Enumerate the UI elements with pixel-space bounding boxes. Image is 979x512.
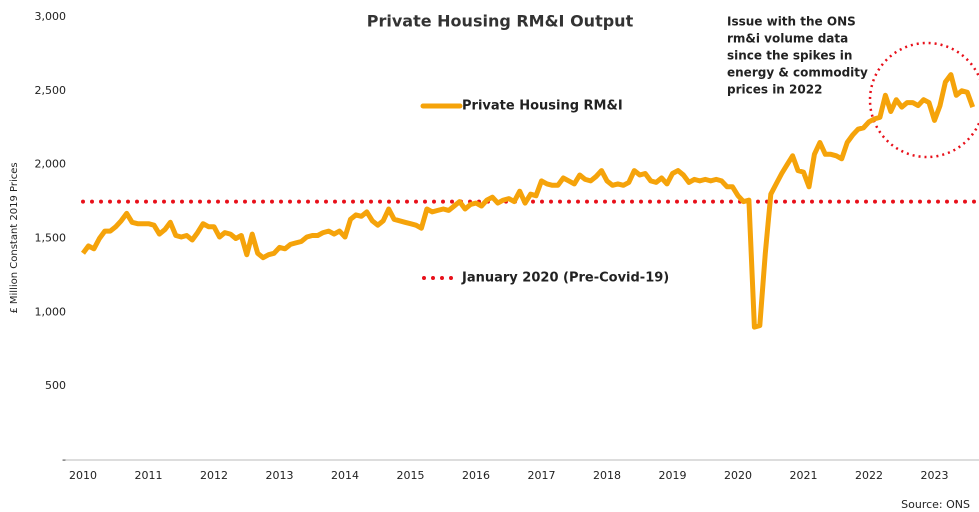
x-tick-label: 2018 <box>593 469 621 482</box>
chart-title: Private Housing RM&I Output <box>367 12 634 31</box>
annotation: prices in 2022 <box>727 83 822 97</box>
y-tick-label: 3,000 <box>35 10 67 23</box>
x-tick-label: 2021 <box>790 469 818 482</box>
y-tick-label: 2,500 <box>35 84 67 97</box>
annotation: energy & commodity <box>727 66 868 80</box>
legend-label: January 2020 (Pre-Covid-19) <box>461 271 669 286</box>
y-tick-label: 2,000 <box>35 158 67 171</box>
x-tick-label: 2011 <box>135 469 163 482</box>
x-tick-label: 2012 <box>200 469 228 482</box>
y-tick-label: 1,000 <box>35 305 67 318</box>
data-line <box>80 72 976 330</box>
x-tick-label: 2020 <box>724 469 752 482</box>
y-tick-label: 500 <box>45 379 66 392</box>
annotation: Issue with the ONS <box>727 15 856 29</box>
x-tick-label: 2023 <box>921 469 949 482</box>
annotation: rm&i volume data <box>727 32 848 46</box>
y-tick-label: 1,500 <box>35 232 67 245</box>
x-tick-label: 2017 <box>528 469 556 482</box>
legend-label: Private Housing RM&I <box>462 99 623 114</box>
y-tick-label: - <box>62 453 66 466</box>
x-tick-label: 2015 <box>397 469 425 482</box>
annotation: since the spikes in <box>727 49 852 63</box>
x-tick-label: 2019 <box>659 469 687 482</box>
x-tick-label: 2014 <box>331 469 359 482</box>
x-tick-label: 2013 <box>266 469 294 482</box>
source: Source: ONS <box>901 498 970 511</box>
y-axis-label: £ Million Constant 2019 Prices <box>9 162 20 313</box>
x-tick-label: 2022 <box>855 469 883 482</box>
x-tick-label: 2016 <box>462 469 490 482</box>
x-tick-label: 2010 <box>69 469 97 482</box>
